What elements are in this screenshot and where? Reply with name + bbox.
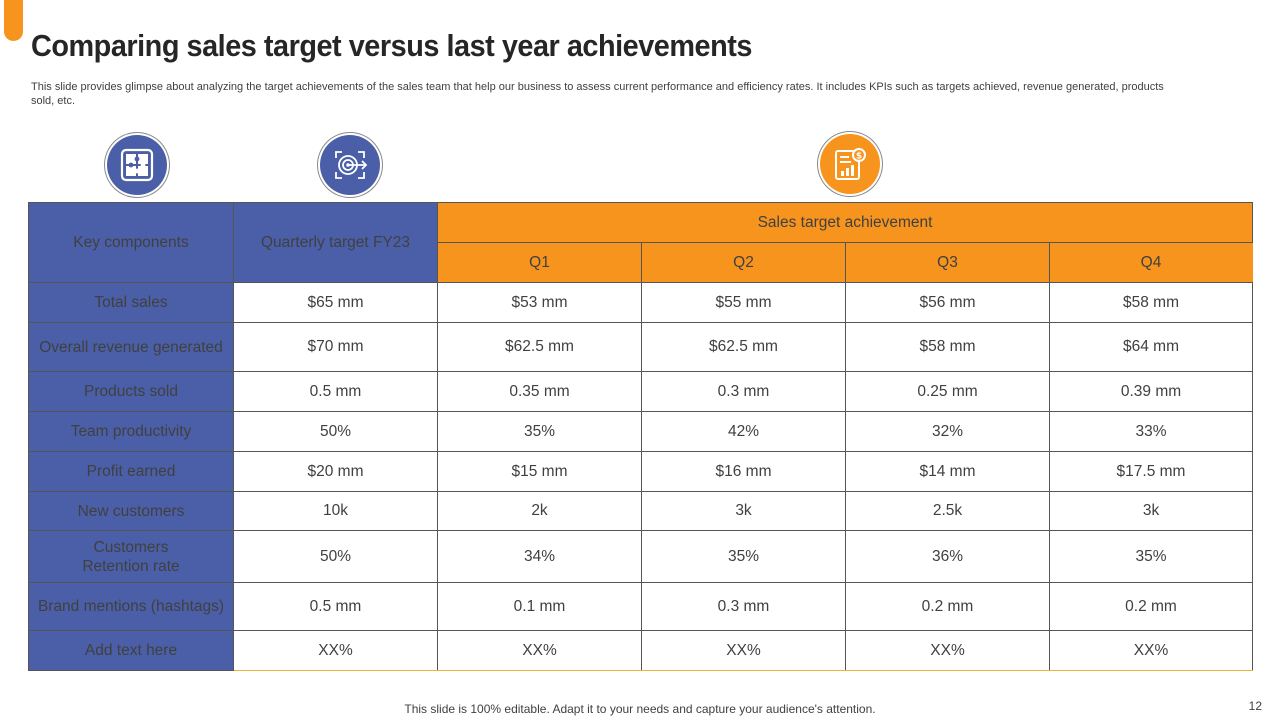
cell-q3: $14 mm <box>845 451 1050 492</box>
header-q4: Q4 <box>1048 242 1254 283</box>
row-label: Brand mentions (hashtags) <box>28 582 234 631</box>
sales-target-table: Key components Quarterly target FY23 Sal… <box>28 202 1254 671</box>
cell-q1: $15 mm <box>437 451 642 492</box>
cell-q2: 35% <box>641 530 846 583</box>
cell-q4: 0.2 mm <box>1048 582 1254 631</box>
table-row: Profit earned $20 mm $15 mm $16 mm $14 m… <box>28 451 1254 492</box>
header-key-components: Key components <box>28 202 234 283</box>
cell-q2: $55 mm <box>641 282 846 323</box>
cell-q3: $56 mm <box>845 282 1050 323</box>
cell-q2: XX% <box>641 630 846 671</box>
row-label: Add text here <box>28 630 234 671</box>
cell-q3: XX% <box>845 630 1050 671</box>
cell-target: 50% <box>233 411 438 452</box>
cell-q3: 0.25 mm <box>845 371 1050 412</box>
cell-q1: 35% <box>437 411 642 452</box>
cell-q4: 0.39 mm <box>1048 371 1254 412</box>
cell-q4: $64 mm <box>1048 322 1254 372</box>
cell-target: 50% <box>233 530 438 583</box>
slide-footer: This slide is 100% editable. Adapt it to… <box>404 702 876 716</box>
cell-q2: 0.3 mm <box>641 582 846 631</box>
row-label-line2: Retention rate <box>82 557 180 575</box>
page-number: 12 <box>1248 699 1262 713</box>
cell-q1: $53 mm <box>437 282 642 323</box>
cell-target: $70 mm <box>233 322 438 372</box>
cell-q1: 0.35 mm <box>437 371 642 412</box>
header-quarterly-target: Quarterly target FY23 <box>233 202 438 283</box>
cell-target: 0.5 mm <box>233 371 438 412</box>
target-icon <box>320 135 380 195</box>
cell-q1: $62.5 mm <box>437 322 642 372</box>
cell-q4: 3k <box>1048 491 1254 531</box>
cell-q4: XX% <box>1048 630 1254 671</box>
row-label: Team productivity <box>28 411 234 452</box>
cell-q1: 0.1 mm <box>437 582 642 631</box>
table-row: New customers 10k 2k 3k 2.5k 3k <box>28 491 1254 531</box>
cell-q3: 32% <box>845 411 1050 452</box>
cell-target: 0.5 mm <box>233 582 438 631</box>
row-label: Profit earned <box>28 451 234 492</box>
cell-q2: $62.5 mm <box>641 322 846 372</box>
row-label: New customers <box>28 491 234 531</box>
slide-subtitle: This slide provides glimpse about analyz… <box>31 81 1164 107</box>
cell-q3: 0.2 mm <box>845 582 1050 631</box>
cell-target: 10k <box>233 491 438 531</box>
header-q1: Q1 <box>437 242 642 283</box>
table-row: Brand mentions (hashtags) 0.5 mm 0.1 mm … <box>28 582 1254 631</box>
cell-q2: 0.3 mm <box>641 371 846 412</box>
cell-q3: $58 mm <box>845 322 1050 372</box>
cell-q4: $17.5 mm <box>1048 451 1254 492</box>
table-row: Customers Retention rate 50% 34% 35% 36%… <box>28 530 1254 583</box>
table-row: Products sold 0.5 mm 0.35 mm 0.3 mm 0.25… <box>28 371 1254 412</box>
cell-q2: 42% <box>641 411 846 452</box>
header-sales-target-achievement: Sales target achievement <box>436 202 1254 243</box>
table-row: Overall revenue generated $70 mm $62.5 m… <box>28 322 1254 372</box>
row-label: Products sold <box>28 371 234 412</box>
cell-q2: 3k <box>641 491 846 531</box>
svg-text:$: $ <box>856 152 862 162</box>
puzzle-icon <box>107 135 167 195</box>
cell-target: $65 mm <box>233 282 438 323</box>
cell-q3: 2.5k <box>845 491 1050 531</box>
slide-title: Comparing sales target versus last year … <box>31 28 752 63</box>
corner-accent-tab <box>4 0 23 41</box>
cell-q3: 36% <box>845 530 1050 583</box>
header-q2: Q2 <box>641 242 846 283</box>
cell-q1: 34% <box>437 530 642 583</box>
header-q3: Q3 <box>845 242 1050 283</box>
sales-report-icon: $ <box>820 134 880 194</box>
cell-target: XX% <box>233 630 438 671</box>
row-label: Overall revenue generated <box>28 322 234 372</box>
row-label: Total sales <box>28 282 234 323</box>
cell-target: $20 mm <box>233 451 438 492</box>
cell-q1: 2k <box>437 491 642 531</box>
row-label: Customers Retention rate <box>28 530 234 583</box>
cell-q2: $16 mm <box>641 451 846 492</box>
row-label-line1: Customers <box>93 538 169 556</box>
cell-q4: 35% <box>1048 530 1254 583</box>
table-row: Team productivity 50% 35% 42% 32% 33% <box>28 411 1254 452</box>
table-row: Total sales $65 mm $53 mm $55 mm $56 mm … <box>28 282 1254 323</box>
cell-q4: 33% <box>1048 411 1254 452</box>
table-row: Add text here XX% XX% XX% XX% XX% <box>28 630 1254 671</box>
cell-q4: $58 mm <box>1048 282 1254 323</box>
cell-q1: XX% <box>437 630 642 671</box>
